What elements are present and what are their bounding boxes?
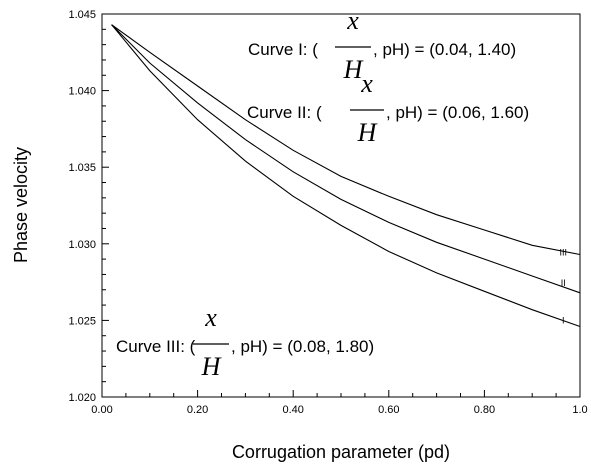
y-tick-label: 1.035 <box>68 162 96 174</box>
curve-II-frac-num: x <box>360 69 373 98</box>
curve-I-frac-den: H <box>343 55 364 84</box>
curve-III-frac-den: H <box>201 352 222 381</box>
curve-II-frac-den: H <box>357 118 378 147</box>
series-line-I <box>111 24 581 328</box>
x-axis-title: Corrugation parameter (pd) <box>232 442 450 462</box>
y-tick-label: 1.040 <box>68 86 96 98</box>
series-line-III <box>111 24 581 256</box>
y-tick-label: 1.020 <box>68 392 96 404</box>
y-axis-title: Phase velocity <box>11 147 31 263</box>
y-axis-ticks: 1.020 1.025 1.030 1.035 1.040 1.045 <box>68 9 109 404</box>
curve-III-suffix: , pH) = (0.08, 1.80) <box>231 337 374 356</box>
curve-III-annotation: Curve III: ( x H , pH) = (0.08, 1.80) <box>116 303 374 381</box>
series-layer <box>111 24 581 328</box>
curve-III-prefix: Curve III: ( <box>116 337 196 356</box>
x-tick-label: 0.80 <box>474 404 495 416</box>
y-tick-label: 1.025 <box>68 315 96 327</box>
x-axis-ticks: 0.00 0.20 0.40 0.60 0.80 1.0 <box>91 390 588 416</box>
x-tick-label: 0.20 <box>187 404 208 416</box>
curve-end-label-I: I <box>562 316 565 326</box>
curve-end-label-II: II <box>561 278 566 288</box>
curve-II-suffix: , pH) = (0.06, 1.60) <box>386 103 529 122</box>
curve-I-suffix: , pH) = (0.04, 1.40) <box>373 40 516 59</box>
curve-I-frac-num: x <box>346 6 359 35</box>
x-tick-label: 0.40 <box>282 404 303 416</box>
curve-end-label-III: III <box>560 247 568 257</box>
x-tick-label: 0.00 <box>91 404 112 416</box>
curve-I-annotation: Curve I: ( x H , pH) = (0.04, 1.40) <box>248 6 516 84</box>
curve-II-annotation: Curve II: ( x H , pH) = (0.06, 1.60) <box>247 69 529 147</box>
curve-II-prefix: Curve II: ( <box>247 103 322 122</box>
x-tick-label: 1.0 <box>572 404 587 416</box>
y-tick-label: 1.030 <box>68 239 96 251</box>
curve-III-frac-num: x <box>204 303 217 332</box>
curve-I-prefix: Curve I: ( <box>248 40 318 59</box>
x-tick-label: 0.60 <box>378 404 399 416</box>
y-tick-label: 1.045 <box>68 9 96 21</box>
series-line-II <box>111 24 581 294</box>
